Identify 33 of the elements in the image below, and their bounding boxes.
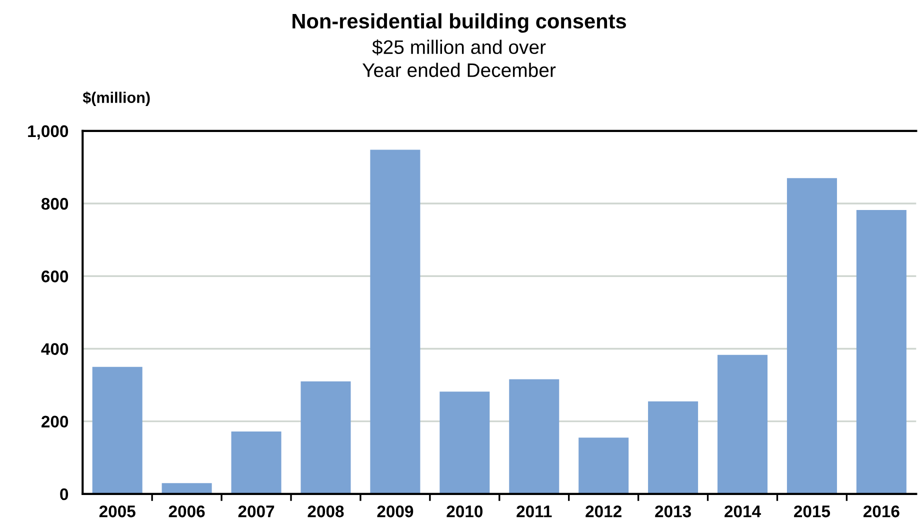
chart-subtitle: $25 million and over Year ended December — [362, 39, 556, 78]
bar — [231, 432, 282, 494]
x-tick-label: 2011 — [516, 506, 552, 518]
bar — [856, 210, 906, 494]
bar — [509, 379, 560, 494]
bar — [786, 178, 837, 494]
bar — [300, 381, 351, 494]
bar — [162, 483, 212, 494]
y-tick-label: 400 — [41, 343, 68, 355]
x-tick-label: 2014 — [724, 506, 761, 518]
x-tick-label: 2009 — [377, 506, 414, 518]
x-tick-label: 2010 — [446, 506, 483, 518]
x-tick-label: 2016 — [863, 506, 900, 518]
bar — [370, 150, 420, 494]
y-tick-label: 0 — [60, 488, 68, 500]
x-tick-label: 2015 — [794, 506, 830, 518]
x-tick-label: 2005 — [99, 506, 136, 518]
bar — [578, 438, 629, 494]
y-axis-title: $(million) — [82, 91, 150, 106]
bar — [92, 366, 142, 494]
y-tick-label: 1,000 — [28, 125, 68, 140]
x-tick-label: 2006 — [168, 506, 205, 518]
x-tick-label: 2007 — [238, 506, 274, 518]
bar — [718, 354, 768, 494]
x-tick-label: 2012 — [586, 506, 622, 518]
x-tick-label: 2008 — [308, 506, 344, 518]
y-tick-label: 200 — [42, 416, 68, 428]
bar — [440, 392, 490, 494]
x-tick-label: 2013 — [655, 506, 691, 518]
chart-title: Non-residential building consents — [292, 13, 626, 33]
bar — [648, 401, 698, 494]
y-tick-label: 600 — [42, 270, 68, 282]
y-tick-label: 800 — [41, 198, 68, 210]
